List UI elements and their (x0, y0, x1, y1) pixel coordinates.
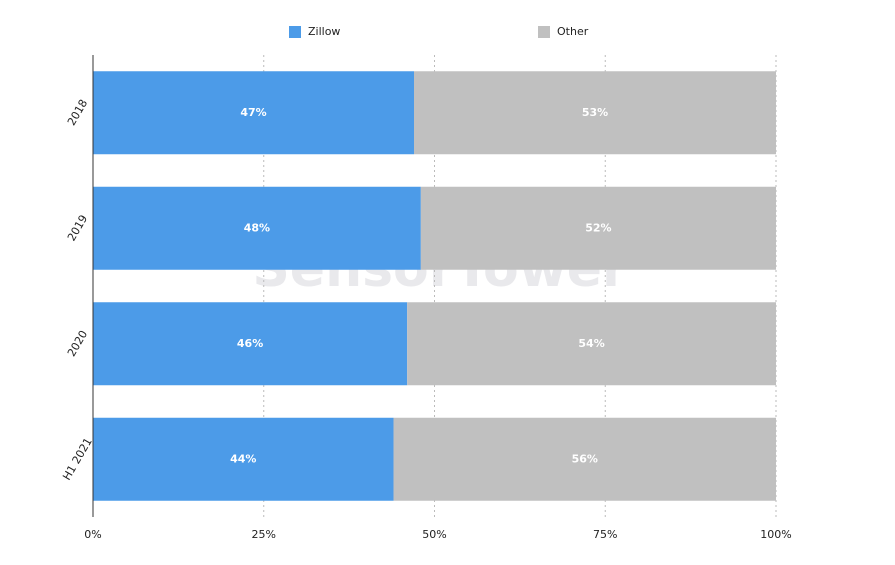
y-tick-label: 2020 (65, 328, 90, 359)
value-label: 52% (585, 221, 611, 234)
value-label: 44% (230, 452, 256, 465)
legend-swatch (289, 26, 301, 38)
bar-segment (93, 71, 415, 155)
value-label: 47% (240, 106, 266, 119)
bar-segment (407, 302, 776, 386)
bar-segment (393, 417, 776, 501)
x-tick-label: 50% (422, 528, 446, 541)
x-tick-label: 25% (252, 528, 276, 541)
legend-label: Other (557, 25, 589, 38)
x-tick-label: 100% (760, 528, 791, 541)
y-tick-label: H1 2021 (60, 435, 95, 482)
value-label: 54% (578, 337, 604, 350)
x-tick-label: 75% (593, 528, 617, 541)
bar-segment (420, 186, 776, 270)
legend-swatch (538, 26, 550, 38)
x-tick-label: 0% (84, 528, 101, 541)
bar-segment (93, 417, 394, 501)
bar-segment (93, 186, 421, 270)
value-label: 48% (244, 221, 270, 234)
y-tick-label: 2018 (65, 97, 90, 128)
value-label: 46% (237, 337, 263, 350)
value-label: 56% (572, 452, 598, 465)
y-tick-label: 2019 (65, 213, 90, 244)
legend-label: Zillow (308, 25, 340, 38)
bar-segment (414, 71, 776, 155)
bar-segment (93, 302, 408, 386)
value-label: 53% (582, 106, 608, 119)
